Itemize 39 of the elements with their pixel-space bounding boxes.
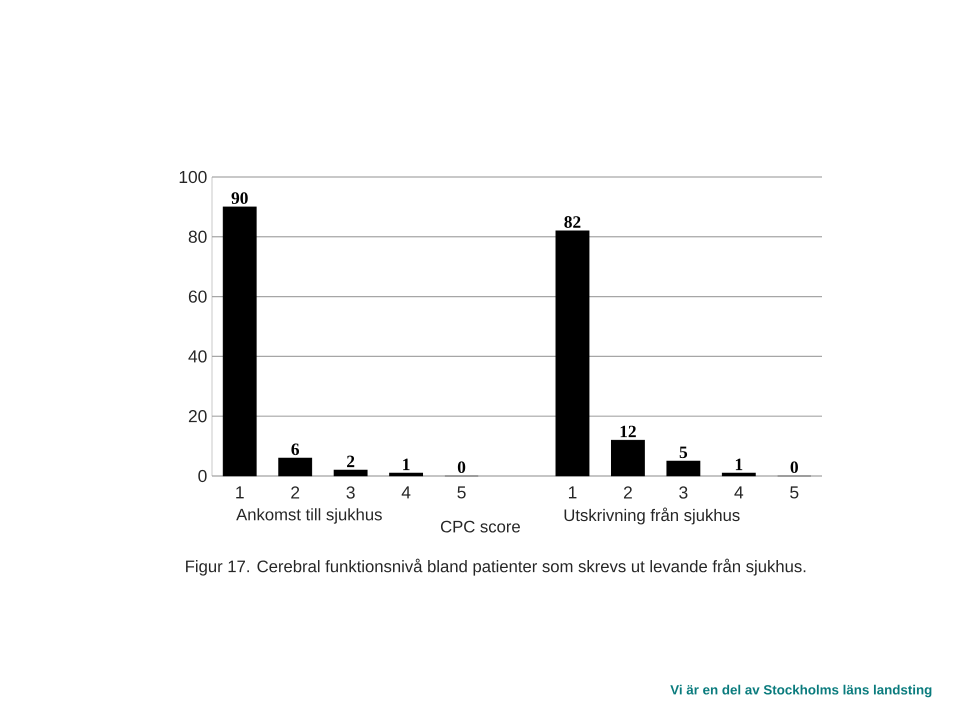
x-tick-label: 5 [457,486,466,498]
bar [389,472,424,476]
x-axis-title: CPC score [440,520,520,532]
bar [610,440,645,476]
data-label: 90 [232,192,248,204]
data-label: 2 [347,456,354,468]
text: Utskrivning från sjukhus [564,508,740,524]
y-tick-label: 100 [180,170,207,184]
bar [222,206,257,476]
text: Figur 17. Cerebral funktionsnivå bland patienter som skrevs ut levande från sjukhus. [186,558,806,576]
x-tick-label: 2 [624,486,632,498]
bar [666,460,700,476]
x-tick-label: 5 [790,486,798,498]
data-label: 0 [458,461,466,474]
text: Vi är en del av Stockholms läns landsting [670,684,932,698]
data-label: 12 [620,426,636,438]
data-label: 0 [790,461,798,474]
y-tick-label: 40 [188,350,207,363]
bar [278,458,312,476]
y-tick-label: 60 [188,290,207,303]
bar [334,470,368,476]
data-label: 1 [736,458,742,470]
x-tick-label: 4 [402,486,410,498]
bar [556,230,590,476]
text: Ankomst till sjukhus [236,508,382,524]
x-tick-label: 1 [236,486,244,498]
bar [722,472,756,476]
data-label: 5 [680,446,688,458]
data-label: 6 [291,443,300,456]
x-tick-label: 2 [291,486,300,498]
y-tick-label: 0 [198,470,207,482]
data-label: 82 [564,216,580,228]
x-tick-label: 3 [346,486,355,499]
x-tick-label: 3 [679,486,688,499]
y-tick-label: 20 [188,410,207,422]
x-tick-label: 1 [568,486,576,498]
data-label: 1 [403,458,410,470]
y-tick-label: 80 [188,230,207,243]
x-tick-label: 4 [734,486,744,498]
